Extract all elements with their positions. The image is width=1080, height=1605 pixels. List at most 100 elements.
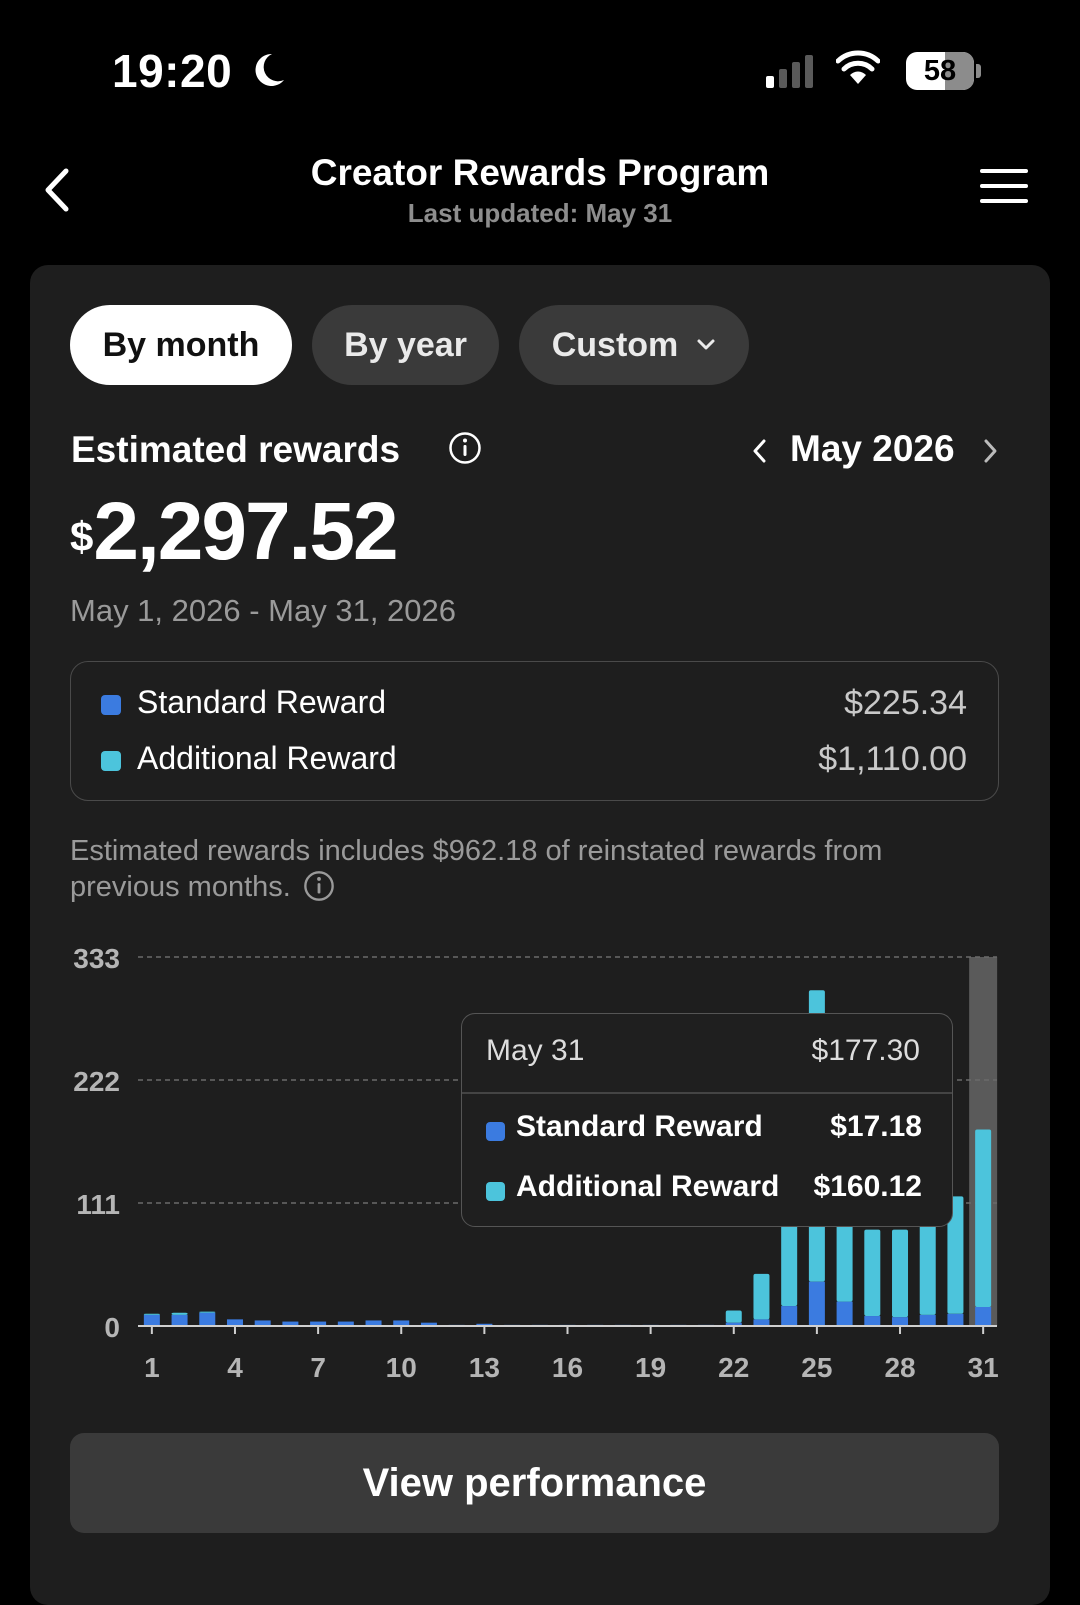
battery-level: 58: [923, 55, 957, 87]
bar-standard: [781, 1306, 798, 1326]
breakdown-value: $225.34: [844, 684, 967, 722]
bar-standard: [975, 1306, 992, 1326]
status-bar: 19:20 58: [0, 0, 1080, 130]
y-tick-label: 111: [76, 1189, 120, 1220]
tooltip-row: Standard Reward $17.18: [486, 1110, 922, 1150]
x-tick-label: 25: [801, 1352, 832, 1383]
bar-standard: [310, 1321, 327, 1326]
filter-by-month[interactable]: By month: [70, 305, 292, 385]
breakdown-value: $1,110.00: [818, 740, 967, 778]
additional-swatch: [101, 751, 121, 771]
tooltip-value: $17.18: [830, 1110, 922, 1143]
menu-button[interactable]: [980, 166, 1036, 212]
additional-swatch: [486, 1182, 505, 1201]
bar-additional: [725, 1310, 742, 1323]
y-tick-label: 333: [73, 943, 120, 974]
bar-additional: [753, 1273, 770, 1320]
chevron-down-icon: [697, 339, 715, 350]
bar-standard: [226, 1319, 243, 1326]
bar-additional: [171, 1312, 188, 1315]
back-button[interactable]: [30, 158, 84, 222]
info-icon[interactable]: [303, 870, 335, 902]
breakdown-label: Additional Reward: [137, 740, 397, 776]
bar-standard: [337, 1321, 354, 1326]
bar-additional: [143, 1313, 160, 1315]
bar-standard: [864, 1316, 881, 1326]
x-tick-label: 1: [144, 1352, 160, 1383]
bar-standard: [892, 1317, 909, 1326]
standard-swatch: [101, 695, 121, 715]
bar-additional: [199, 1311, 216, 1313]
view-performance-button[interactable]: View performance: [70, 1433, 999, 1533]
x-tick-label: 7: [310, 1352, 326, 1383]
chevron-left-icon: [45, 168, 69, 212]
bar-standard: [808, 1281, 825, 1326]
chevron-left-icon: [753, 439, 766, 463]
bar-standard: [171, 1314, 188, 1326]
bar-additional: [947, 1196, 964, 1314]
chevron-right-icon: [984, 439, 997, 463]
bar-standard: [282, 1321, 299, 1326]
bar-standard: [753, 1319, 770, 1326]
tooltip-divider: [462, 1092, 952, 1094]
bar-standard: [254, 1320, 271, 1326]
breakdown-label: Standard Reward: [137, 684, 387, 720]
bar-additional: [919, 1224, 936, 1315]
x-tick-label: 10: [386, 1352, 417, 1383]
filter-by-year[interactable]: By year: [312, 305, 499, 385]
bar-additional: [864, 1229, 881, 1317]
tooltip-label: Additional Reward: [516, 1170, 780, 1203]
x-tick-label: 19: [635, 1352, 666, 1383]
chart-tooltip: May 31 $177.30 Standard Reward $17.18 Ad…: [461, 1013, 953, 1227]
top-nav: Creator Rewards Program Last updated: Ma…: [0, 140, 1080, 250]
x-tick-label: 4: [227, 1352, 243, 1383]
page-title: Creator Rewards Program: [310, 152, 770, 193]
reinstated-note-text: Estimated rewards includes $962.18 of re…: [70, 835, 883, 903]
selected-month: May 2026: [790, 428, 955, 469]
bar-standard: [836, 1301, 853, 1326]
total-amount: $2,297.52: [70, 485, 399, 579]
currency-symbol: $: [70, 513, 94, 560]
tooltip-date: May 31: [486, 1034, 585, 1067]
previous-month-button[interactable]: [742, 431, 776, 471]
y-tick-label: 0: [104, 1312, 120, 1343]
standard-swatch: [486, 1122, 505, 1141]
last-updated: Last updated: May 31: [407, 198, 673, 228]
x-tick-label: 13: [469, 1352, 500, 1383]
bar-standard: [947, 1313, 964, 1326]
tooltip-total: $177.30: [811, 1034, 920, 1067]
bar-standard: [725, 1322, 742, 1326]
rewards-card: By month By year Custom Estimated reward…: [30, 265, 1050, 1605]
breakdown-row: Additional Reward $1,110.00: [101, 738, 967, 782]
date-range: May 1, 2026 - May 31, 2026: [70, 593, 457, 628]
estimated-rewards-title: Estimated rewards: [71, 429, 401, 470]
battery-icon: 58: [906, 52, 981, 90]
status-time: 19:20: [112, 45, 233, 97]
x-tick-label: 28: [884, 1352, 915, 1383]
bar-standard: [476, 1323, 493, 1326]
bar-standard: [919, 1314, 936, 1326]
tooltip-row: Additional Reward $160.12: [486, 1170, 922, 1210]
breakdown-row: Standard Reward $225.34: [101, 682, 967, 726]
tooltip-label: Standard Reward: [516, 1110, 763, 1143]
x-tick-label: 16: [552, 1352, 583, 1383]
filter-custom[interactable]: Custom: [519, 305, 749, 385]
bar-standard: [143, 1314, 160, 1326]
menu-icon: [980, 169, 1028, 203]
bar-additional: [975, 1129, 992, 1307]
tooltip-value: $160.12: [813, 1170, 922, 1203]
amount-value: 2,297.52: [93, 486, 398, 577]
filter-custom-label: Custom: [551, 325, 679, 364]
reward-breakdown: Standard Reward $225.34 Additional Rewar…: [70, 661, 999, 801]
signal-icon: [766, 55, 813, 88]
reinstated-note: Estimated rewards includes $962.18 of re…: [70, 833, 990, 905]
bar-standard: [199, 1312, 216, 1326]
bar-standard: [420, 1322, 437, 1326]
moon-icon: [255, 53, 284, 86]
y-tick-label: 222: [73, 1066, 120, 1097]
bar-standard: [393, 1320, 410, 1326]
x-tick-label: 22: [718, 1352, 749, 1383]
info-icon[interactable]: [448, 431, 482, 465]
next-month-button[interactable]: [974, 431, 1008, 471]
bar-additional: [892, 1229, 909, 1318]
